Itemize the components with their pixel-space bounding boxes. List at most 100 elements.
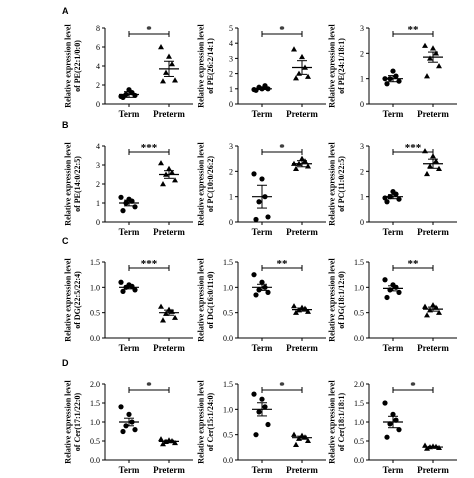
chart-grid: 0 2 4 6 8 Term Preterm Relative expression leve… [64, 24, 457, 475]
data-point-preterm [424, 170, 430, 177]
data-point-preterm [299, 155, 305, 161]
data-point-preterm [160, 317, 166, 323]
y-axis-label: Relative expression levelof PE(14:0/22:5… [64, 142, 82, 226]
data-point-term [265, 214, 271, 220]
y-axis-label-line1: Relative expression level [197, 142, 206, 226]
y-tick-label: 1.5 [354, 258, 364, 267]
y-axis-label-line2: of DG(22:5/22:4) [73, 271, 82, 329]
y-tick-label: 1.0 [223, 405, 233, 414]
significance-label: ** [277, 258, 289, 270]
data-point-term [390, 411, 396, 417]
y-tick-label: 3 [360, 24, 364, 33]
data-point-term [393, 73, 399, 79]
y-axis-label-line2: of DG(18:1/12:0) [337, 271, 346, 329]
chart-3: 0 1 2 3 Term Preterm Relative expression level… [328, 24, 457, 119]
y-axis-label: Relative expression levelof PC(11:0/22:5… [328, 142, 346, 226]
data-point-preterm [291, 431, 297, 437]
y-axis-label: Relative expression levelof Cer(18:1/18:… [328, 380, 346, 464]
data-point-preterm [422, 303, 428, 309]
category-label: Preterm [153, 227, 185, 237]
category-label: Term [119, 109, 140, 119]
y-axis-label-line2: of PE(24:1/18:1) [337, 38, 346, 94]
y-tick-label: 0 [96, 100, 100, 109]
category-label: Preterm [417, 343, 449, 353]
data-point-term [118, 93, 124, 99]
significance-label: * [279, 142, 285, 154]
category-label: Preterm [153, 465, 185, 475]
category-label: Term [252, 465, 273, 475]
data-point-term [384, 434, 390, 440]
y-tick-label: 0 [96, 218, 100, 227]
data-point-term [256, 287, 262, 293]
y-tick-label: 0.5 [90, 309, 100, 318]
data-point-term [390, 68, 396, 74]
y-tick-label: 2.0 [354, 380, 364, 389]
data-point-term [132, 427, 138, 433]
data-point-term [265, 421, 271, 428]
significance-label: * [146, 380, 152, 392]
data-point-preterm [422, 442, 428, 448]
y-axis-label-line2: of PC(11:0/22:5) [337, 156, 346, 212]
data-point-term [259, 176, 265, 182]
data-point-term [253, 216, 259, 223]
y-tick-label: 2 [96, 81, 100, 90]
y-axis-label-line1: Relative expression level [64, 142, 73, 226]
y-tick-label: 0.5 [354, 437, 364, 446]
category-label: Preterm [417, 465, 449, 475]
y-axis-label-line2: of PC(10:0/26:2) [206, 156, 215, 213]
y-axis-label: Relative expression levelof PC(10:0/26:2… [197, 142, 215, 226]
y-tick-label: 0 [229, 100, 233, 109]
data-point-preterm [422, 42, 428, 48]
data-point-term [259, 396, 265, 402]
data-point-preterm [169, 169, 175, 175]
data-point-preterm [424, 73, 430, 79]
y-axis-label-line2: of Cer(17:1/22:0) [73, 392, 82, 451]
data-point-preterm [172, 439, 178, 446]
data-point-term [396, 427, 402, 433]
y-axis-label: Relative expression levelof PE(22:1/0:0) [64, 24, 82, 108]
y-axis-label: Relative expression levelof DG(18:1/12:0… [328, 258, 346, 342]
y-tick-label: 0.0 [90, 456, 100, 465]
data-point-preterm [158, 160, 164, 166]
category-label: Preterm [153, 343, 185, 353]
chart-9: 0.0 0.5 1.0 1.5 Term Preterm Relative expressi… [328, 258, 457, 353]
category-label: Term [119, 227, 140, 237]
data-point-term [251, 391, 257, 397]
data-point-preterm [172, 177, 178, 183]
data-point-preterm [433, 158, 439, 164]
data-point-preterm [436, 165, 442, 171]
y-tick-label: 2 [229, 70, 233, 79]
y-tick-label: 1.0 [90, 418, 100, 427]
y-axis-label-line1: Relative expression level [64, 24, 73, 108]
y-tick-label: 1 [96, 199, 100, 208]
significance-label: * [410, 380, 416, 392]
y-tick-label: 3 [360, 142, 364, 151]
data-point-preterm [296, 70, 302, 76]
chart-5: 0 1 2 3 Term Preterm Relative expression level… [197, 142, 326, 237]
data-point-term [120, 288, 126, 294]
y-tick-label: 1.5 [90, 258, 100, 267]
y-tick-label: 3 [229, 54, 233, 63]
data-point-preterm [430, 302, 436, 308]
significance-label: *** [141, 142, 158, 154]
data-point-preterm [158, 303, 164, 309]
chart-10: 0.0 0.5 1.0 1.5 2.0 Term Preterm Relative expre… [64, 380, 193, 475]
panel-letter-d: D [62, 358, 69, 368]
data-point-term [265, 289, 271, 295]
data-point-preterm [305, 73, 311, 79]
panel-letter-a: A [62, 6, 69, 16]
data-point-preterm [163, 310, 169, 316]
category-label: Preterm [417, 109, 449, 119]
y-tick-label: 0.0 [90, 334, 100, 343]
category-label: Preterm [286, 465, 318, 475]
category-label: Term [252, 227, 273, 237]
y-tick-label: 4 [229, 39, 233, 48]
data-point-preterm [293, 309, 299, 315]
y-axis-label-line2: of PE(14:0/22:5) [73, 156, 82, 212]
data-point-preterm [163, 69, 169, 75]
data-point-preterm [291, 303, 297, 309]
data-point-term [118, 194, 124, 200]
data-point-preterm [436, 63, 442, 69]
category-label: Term [383, 343, 404, 353]
y-tick-label: 0 [360, 100, 364, 109]
